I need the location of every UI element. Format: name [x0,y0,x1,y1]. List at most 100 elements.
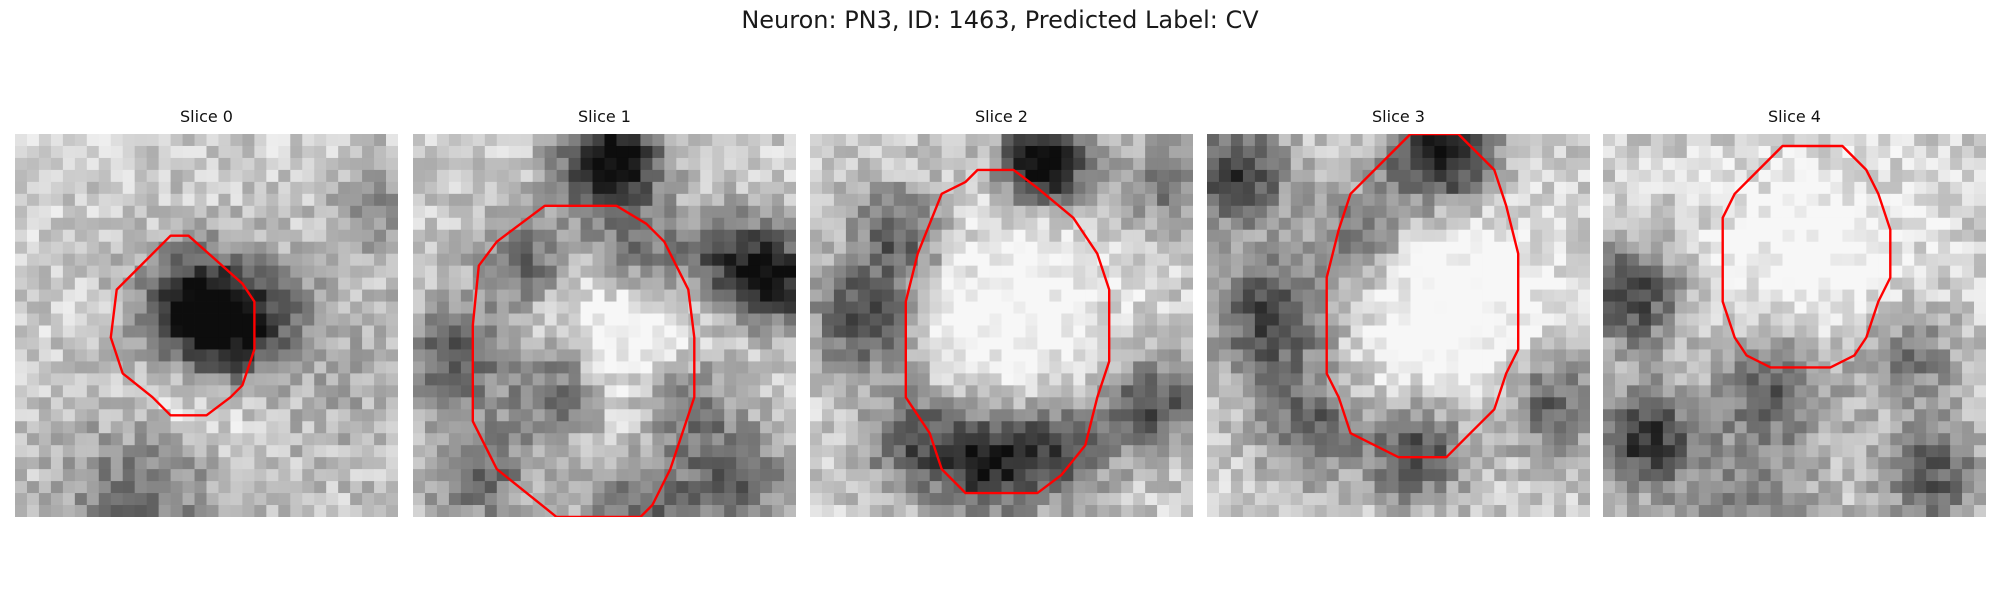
pixel [1037,157,1050,171]
pixel [1842,445,1855,458]
pixel [1470,325,1483,338]
pixel [158,265,171,279]
pixel [62,193,76,207]
pixel [110,505,124,517]
pixel [1878,445,1891,458]
pixel [230,433,243,446]
pixel [1902,157,1915,171]
pixel [1109,421,1122,434]
pixel [965,469,978,482]
pixel [1254,493,1268,506]
pixel [544,265,558,279]
pixel [568,481,581,494]
pixel [580,445,593,458]
pixel [857,481,871,494]
pixel [845,469,859,482]
pixel [1049,409,1062,422]
pixel [604,217,617,231]
pixel [628,289,641,302]
pixel [1290,205,1304,219]
pixel [1434,169,1447,183]
pixel [845,373,859,386]
pixel [1686,289,1700,302]
pixel [1950,409,1963,422]
pixel [362,421,375,434]
pixel [1818,433,1831,446]
pixel [218,409,231,422]
pixel [1506,193,1519,207]
pixel [1603,397,1616,410]
pixel [1302,505,1316,517]
pixel [1133,145,1146,159]
pixel [869,397,883,410]
pixel [484,373,498,386]
pixel [1482,469,1495,482]
pixel [1926,433,1939,446]
pixel [170,313,183,326]
pixel [833,469,847,482]
pixel [218,277,231,290]
pixel [436,421,450,434]
pixel [242,445,255,458]
pixel [1686,373,1700,386]
pixel [413,265,426,279]
pixel [1770,253,1783,267]
pixel [1302,241,1316,255]
pixel [50,181,64,195]
pixel [1902,349,1915,362]
pixel [1121,169,1134,183]
pixel [1386,349,1399,362]
pixel [1554,277,1567,290]
pixel [266,145,279,159]
pixel [1890,409,1903,422]
pixel [1722,337,1736,350]
pixel [1854,181,1867,195]
pixel [1085,385,1098,398]
pixel [628,145,641,159]
pixel [1890,157,1903,171]
pixel [1278,277,1292,290]
pixel [1230,349,1244,362]
pixel [724,325,737,338]
pixel [424,325,438,338]
pixel [1662,157,1676,171]
pixel [1109,385,1122,398]
pixel [1181,134,1193,147]
pixel [1542,301,1555,314]
pixel [760,433,773,446]
pixel [1878,265,1891,279]
pixel [810,385,823,398]
pixel [1242,469,1256,482]
pixel [374,145,387,159]
pixel [1157,169,1170,183]
pixel [1530,193,1543,207]
pixel [1157,481,1170,494]
pixel [1314,481,1328,494]
pixel [556,445,569,458]
pixel [1121,229,1134,243]
pixel [1314,157,1328,171]
pixel [1157,205,1170,219]
pixel [230,445,243,458]
pixel [1025,361,1038,374]
pixel [1686,241,1700,255]
pixel [640,469,653,482]
pixel [1482,241,1495,255]
pixel [1938,301,1951,314]
pixel [724,205,737,219]
pixel [230,337,243,350]
pixel [194,349,207,362]
pixel [230,397,243,410]
pixel [1242,325,1256,338]
pixel [1506,157,1519,171]
pixel [592,325,605,338]
pixel [1422,493,1435,506]
pixel [953,409,966,422]
pixel [1830,157,1843,171]
pixel [448,157,462,171]
pixel [1914,181,1927,195]
pixel [1974,373,1986,386]
pixel [1674,205,1688,219]
pixel [436,145,450,159]
pixel [810,397,823,410]
